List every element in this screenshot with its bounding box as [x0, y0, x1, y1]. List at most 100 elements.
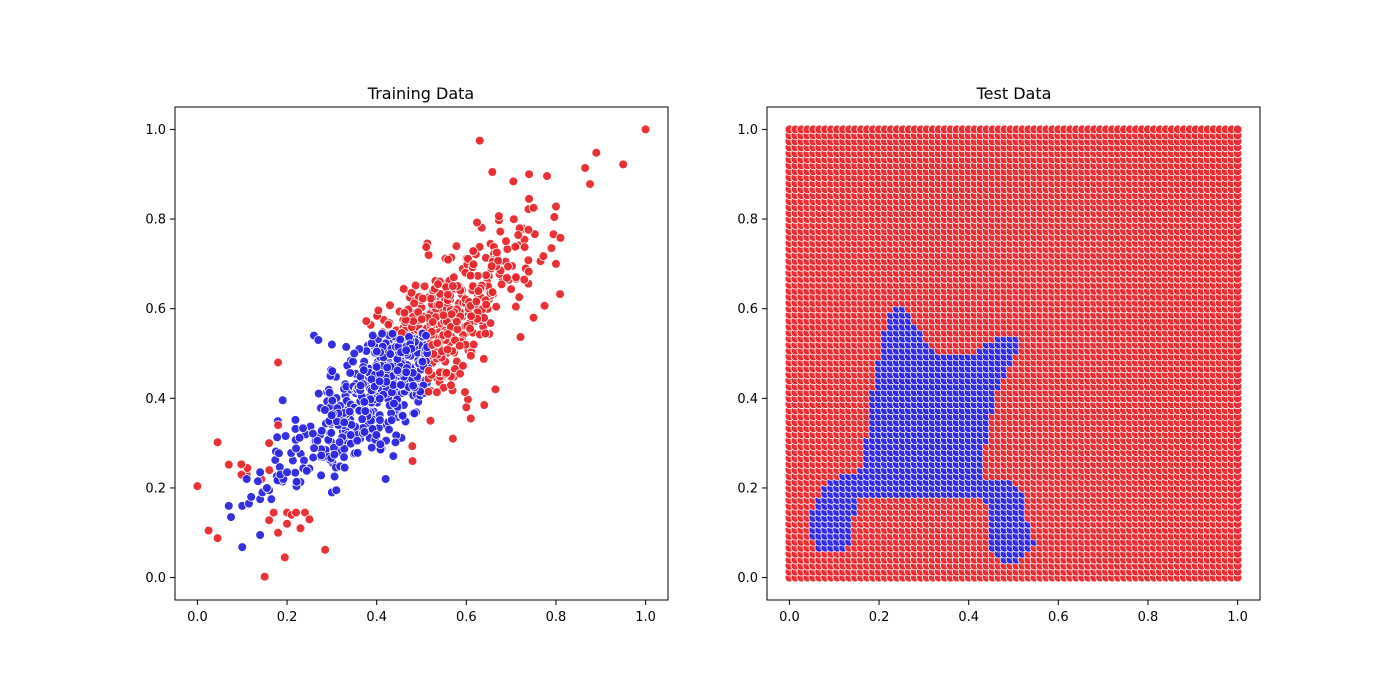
- training-point-572: [502, 273, 512, 283]
- training-point-877: [524, 169, 534, 180]
- training-point-884: [203, 525, 214, 536]
- training-point-683: [327, 395, 338, 406]
- training-point-296: [494, 211, 504, 221]
- training-x-tick-label-3: 0.6: [456, 610, 477, 625]
- training-points: [192, 124, 651, 582]
- training-point-879: [585, 179, 595, 189]
- training-point-624: [383, 319, 394, 330]
- training-point-901: [273, 420, 283, 431]
- training-point-815: [446, 380, 456, 391]
- training-point-940: [371, 362, 382, 372]
- training-point-908: [490, 384, 501, 395]
- training-point-897: [304, 514, 315, 525]
- training-point-804: [451, 316, 462, 327]
- training-point-508: [465, 270, 476, 281]
- training-point-553: [327, 366, 338, 376]
- training-point-789: [480, 328, 491, 339]
- training-point-642: [487, 287, 498, 297]
- training-point-820: [511, 301, 521, 312]
- training-data-title: Training Data: [367, 84, 474, 103]
- training-point-222: [329, 471, 340, 482]
- training-point-272: [308, 452, 319, 463]
- training-x-tick-label-4: 0.8: [546, 610, 567, 625]
- training-point-882: [212, 437, 223, 448]
- training-point-863: [374, 376, 385, 387]
- training-point-558: [491, 301, 501, 312]
- training-axes-frame: [174, 106, 669, 601]
- training-point-873: [591, 147, 602, 158]
- training-point-913: [546, 243, 557, 253]
- training-x-tick-label-1: 0.2: [277, 610, 298, 625]
- training-point-726: [478, 354, 489, 364]
- training-point-742: [419, 281, 430, 292]
- training-point-848: [398, 284, 409, 294]
- training-point-570: [291, 443, 301, 454]
- training-point-831: [468, 246, 479, 256]
- training-y-tick-label-4: 0.8: [145, 213, 166, 228]
- training-point-887: [268, 507, 279, 518]
- training-point-545: [388, 451, 399, 461]
- training-point-778: [471, 296, 482, 307]
- training-point-838: [341, 342, 352, 352]
- training-point-502: [501, 236, 511, 246]
- training-point-770: [290, 467, 301, 478]
- training-point-746: [454, 340, 465, 351]
- training-point-775: [438, 310, 449, 321]
- training-point-785: [441, 367, 452, 378]
- training-point-876: [487, 167, 498, 177]
- training-point-407: [339, 452, 349, 462]
- training-point-745: [359, 427, 370, 437]
- training-point-905: [461, 402, 472, 413]
- training-point-874: [618, 159, 628, 170]
- training-point-595: [390, 437, 401, 448]
- training-point-776: [458, 360, 468, 371]
- training-point-329: [348, 356, 358, 367]
- training-point-755: [274, 448, 284, 459]
- training-point-875: [580, 163, 590, 173]
- training-point-860: [408, 380, 418, 391]
- training-point-833: [324, 387, 335, 398]
- training-point-466: [523, 266, 534, 277]
- training-point-416: [277, 395, 288, 406]
- training-point-883: [223, 459, 234, 470]
- training-point-878: [542, 171, 552, 181]
- training-point-935: [380, 474, 391, 484]
- training-point-791: [359, 397, 370, 407]
- training-point-813: [329, 449, 340, 460]
- training-point-912: [551, 201, 561, 212]
- training-point-937: [313, 335, 324, 345]
- training-point-870: [432, 338, 443, 348]
- training-y-tick-label-5: 1.0: [145, 123, 166, 138]
- training-point-818: [460, 387, 470, 397]
- training-point-880: [508, 176, 519, 187]
- training-point-851: [360, 406, 371, 416]
- training-point-854: [433, 279, 443, 289]
- training-point-680: [320, 405, 330, 415]
- training-data-axes: Training Data 0.0 0.2 0.4 0.6 0.8 1.0 0.00.20…: [145, 84, 669, 625]
- training-point-799: [473, 286, 484, 296]
- training-point-822: [465, 323, 475, 334]
- training-point-581: [511, 272, 521, 283]
- training-point-900: [273, 357, 283, 368]
- training-point-896: [300, 507, 310, 518]
- training-point-774: [375, 439, 386, 450]
- training-point-668: [371, 346, 382, 357]
- training-point-914: [528, 203, 539, 213]
- training-point-374: [503, 261, 513, 272]
- training-point-729: [468, 339, 479, 350]
- training-point-824: [389, 398, 399, 409]
- training-point-340: [385, 300, 395, 311]
- training-point-823: [399, 307, 410, 318]
- training-point-919: [223, 501, 234, 511]
- training-point-764: [465, 350, 476, 361]
- training-point-869: [443, 329, 453, 339]
- training-point-228: [366, 442, 377, 453]
- training-point-907: [479, 400, 490, 410]
- training-point-906: [465, 413, 476, 424]
- training-point-903: [425, 415, 436, 426]
- training-point-771: [448, 281, 458, 291]
- training-point-889: [273, 527, 283, 538]
- training-point-866: [386, 415, 397, 425]
- training-x-tick-label-0: 0.0: [187, 610, 208, 625]
- training-point-857: [443, 254, 453, 265]
